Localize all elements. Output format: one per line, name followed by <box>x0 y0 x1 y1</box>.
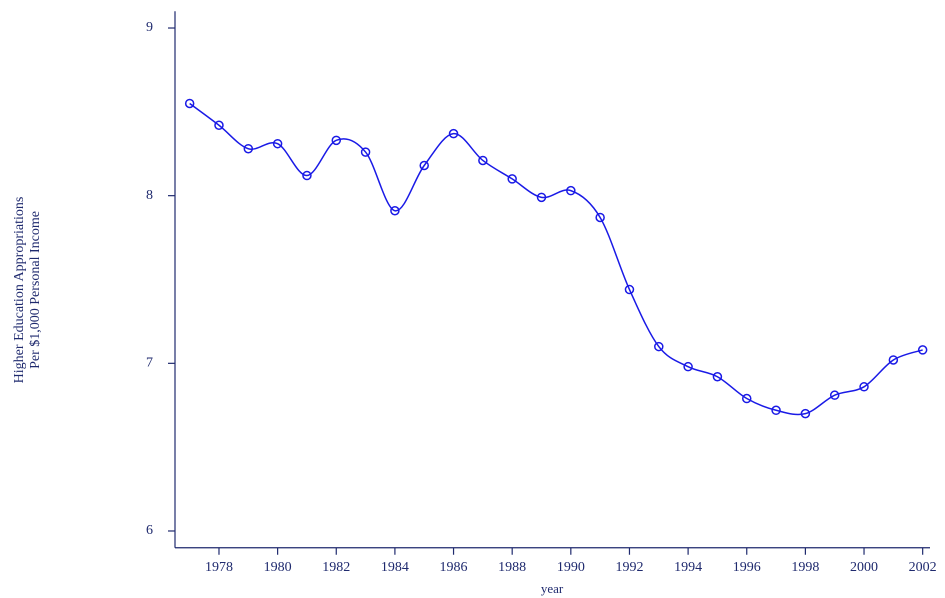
point <box>536 192 547 203</box>
point <box>331 135 342 146</box>
y-tick-label: 9 <box>146 20 153 35</box>
point <box>302 170 312 181</box>
point <box>741 393 752 404</box>
x-tick-label: 1988 <box>498 560 526 575</box>
x-axis-label: year <box>541 581 564 596</box>
line <box>189 102 923 416</box>
point <box>360 147 371 157</box>
point <box>829 390 840 400</box>
point <box>800 408 811 419</box>
x-tick-label: 2002 <box>909 560 937 575</box>
point <box>507 174 517 184</box>
x-tick-label: 1980 <box>264 560 292 575</box>
y-tick-label: 6 <box>146 523 153 538</box>
point <box>712 371 723 382</box>
x-tick-label: 1998 <box>791 560 819 575</box>
x-tick-label: 1982 <box>322 560 350 575</box>
y-axis-label: Per $1,000 Personal Income <box>28 211 43 369</box>
point <box>478 155 488 166</box>
point <box>184 98 195 109</box>
x-tick-label: 1990 <box>557 560 585 575</box>
point <box>566 185 576 196</box>
point <box>624 284 635 295</box>
point <box>683 361 693 372</box>
point <box>888 355 899 365</box>
point <box>448 128 459 139</box>
point <box>654 341 664 352</box>
point <box>859 382 869 392</box>
x-tick-label: 1992 <box>615 560 643 575</box>
y-tick-label: 8 <box>146 188 153 203</box>
point <box>272 138 283 149</box>
point <box>771 405 781 416</box>
point <box>243 143 254 154</box>
y-axis-label: Higher Education Appropriations <box>12 197 27 384</box>
y-tick-label: 7 <box>146 356 153 371</box>
point <box>214 120 224 131</box>
point <box>595 212 605 223</box>
x-tick-label: 1984 <box>381 560 409 575</box>
x-tick-label: 1978 <box>205 560 233 575</box>
x-tick-label: 1986 <box>440 560 468 575</box>
x-tick-label: 1994 <box>674 560 702 575</box>
x-tick-label: 2000 <box>850 560 878 575</box>
x-tick-label: 1996 <box>733 560 761 575</box>
point <box>419 160 429 171</box>
point <box>917 345 928 355</box>
point <box>390 206 400 216</box>
